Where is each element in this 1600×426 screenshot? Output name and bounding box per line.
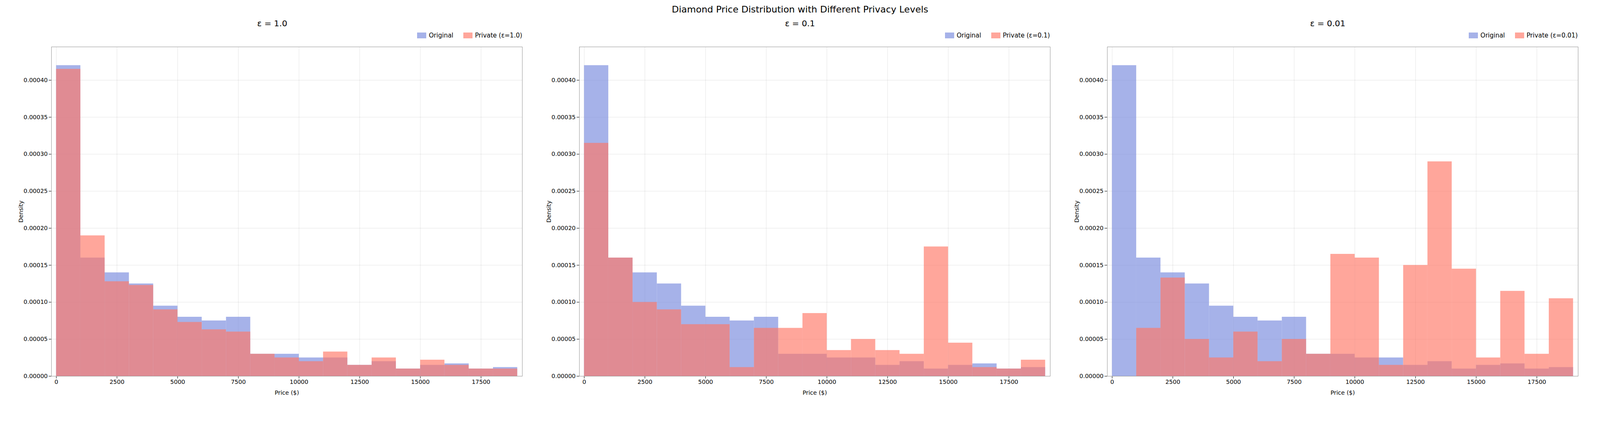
html-text:Original: Original	[428, 31, 454, 40]
svg-text:0: 0	[582, 378, 587, 385]
svg-text:0.00035: 0.00035	[1079, 113, 1104, 121]
svg-text:0: 0	[1110, 378, 1114, 385]
svg-text:0.00005: 0.00005	[1079, 335, 1104, 343]
svg-text:17500: 17500	[1527, 378, 1547, 385]
svg-text:0.00000: 0.00000	[551, 372, 576, 380]
svg-text:10000: 10000	[290, 378, 309, 385]
svg-text:12500: 12500	[878, 378, 898, 385]
svg-text:0.00020: 0.00020	[1079, 224, 1104, 232]
html-text:Private (ε=0.01): Private (ε=0.01)	[1526, 31, 1578, 40]
svg-text:0.00040: 0.00040	[1079, 76, 1104, 84]
svg-text:Density: Density	[17, 200, 25, 223]
html-text:ε = 1.0: ε = 1.0	[257, 18, 288, 29]
svg-text:0.00015: 0.00015	[551, 261, 576, 269]
svg-text:0.00030: 0.00030	[23, 150, 48, 158]
svg-text:0.00025: 0.00025	[551, 187, 576, 195]
svg-text:10000: 10000	[817, 378, 837, 385]
svg-text:2500: 2500	[1165, 378, 1181, 385]
svg-text:0.00030: 0.00030	[551, 150, 576, 158]
svg-text:0.00020: 0.00020	[23, 224, 48, 232]
svg-text:Price ($): Price ($)	[1330, 389, 1355, 396]
svg-text:0.00000: 0.00000	[1079, 372, 1104, 380]
svg-text:5000: 5000	[1225, 378, 1241, 385]
svg-text:5000: 5000	[170, 378, 186, 385]
svg-text:15000: 15000	[939, 378, 958, 385]
svg-text:12500: 12500	[350, 378, 370, 385]
svg-text:17500: 17500	[472, 378, 491, 385]
svg-text:0.00030: 0.00030	[1079, 150, 1104, 158]
svg-text:7500: 7500	[758, 378, 774, 385]
svg-text:0.00040: 0.00040	[23, 76, 48, 84]
svg-text:0.00025: 0.00025	[23, 187, 48, 195]
svg-text:0.00005: 0.00005	[551, 335, 576, 343]
svg-text:0.00010: 0.00010	[1079, 298, 1104, 305]
svg-text:7500: 7500	[231, 378, 247, 385]
svg-text:0.00025: 0.00025	[1079, 187, 1104, 195]
svg-text:Price ($): Price ($)	[275, 389, 300, 396]
html-text:ε = 0.1: ε = 0.1	[784, 18, 815, 29]
svg-text:17500: 17500	[999, 378, 1019, 385]
svg-text:0.00040: 0.00040	[551, 76, 576, 84]
svg-text:Price ($): Price ($)	[802, 389, 827, 396]
svg-text:Density: Density	[1073, 200, 1080, 223]
svg-text:Density: Density	[545, 200, 553, 223]
svg-text:2500: 2500	[109, 378, 125, 385]
svg-text:5000: 5000	[698, 378, 714, 385]
svg-text:0: 0	[54, 378, 59, 385]
svg-text:0.00020: 0.00020	[551, 224, 576, 232]
html-text:Diamond Price Distribution wit: Diamond Price Distribution with Differen…	[671, 4, 929, 15]
svg-text:0.00035: 0.00035	[551, 113, 576, 121]
html-text:ε = 0.01: ε = 0.01	[1310, 18, 1346, 29]
svg-text:0.00035: 0.00035	[23, 113, 48, 121]
svg-text:12500: 12500	[1406, 378, 1425, 385]
svg-text:15000: 15000	[411, 378, 430, 385]
html-text:Original: Original	[1480, 31, 1505, 40]
svg-text:0.00015: 0.00015	[23, 261, 48, 269]
svg-text:0.00010: 0.00010	[23, 298, 48, 305]
html-text:Private (ε=1.0): Private (ε=1.0)	[475, 31, 523, 40]
html-text:Original: Original	[956, 31, 982, 40]
svg-text:0.00005: 0.00005	[23, 335, 48, 343]
svg-text:7500: 7500	[1286, 378, 1302, 385]
svg-text:0.00010: 0.00010	[551, 298, 576, 305]
svg-text:10000: 10000	[1345, 378, 1365, 385]
svg-text:2500: 2500	[637, 378, 653, 385]
svg-text:0.00000: 0.00000	[23, 372, 48, 380]
svg-text:0.00015: 0.00015	[1079, 261, 1104, 269]
svg-text:15000: 15000	[1466, 378, 1486, 385]
html-text:Private (ε=0.1): Private (ε=0.1)	[1002, 31, 1050, 40]
